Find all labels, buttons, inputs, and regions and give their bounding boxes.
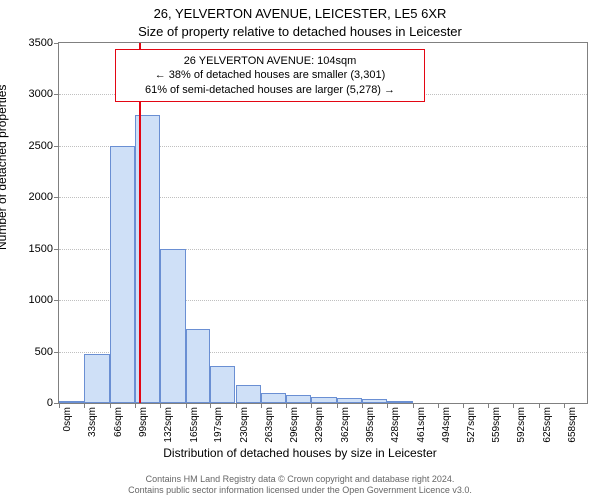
x-tick: 527sqm [466, 407, 477, 443]
y-tick-mark [54, 352, 59, 353]
x-tick-mark [513, 403, 514, 408]
x-tick: 362sqm [340, 407, 351, 443]
x-tick-mark [311, 403, 312, 408]
x-tick: 395sqm [365, 407, 376, 443]
y-tick: 1500 [29, 243, 53, 255]
x-tick: 263sqm [264, 407, 275, 443]
y-tick: 2500 [29, 140, 53, 152]
x-tick-mark [160, 403, 161, 408]
y-tick-mark [54, 43, 59, 44]
x-tick-mark [135, 403, 136, 408]
x-tick: 625sqm [542, 407, 553, 443]
x-tick-mark [337, 403, 338, 408]
x-tick: 99sqm [138, 407, 149, 437]
x-tick-mark [438, 403, 439, 408]
histogram-bar [236, 385, 261, 404]
plot-area: 05001000150020002500300035000sqm33sqm66s… [58, 42, 588, 404]
x-tick: 296sqm [289, 407, 300, 443]
x-tick-mark [463, 403, 464, 408]
page-title: 26, YELVERTON AVENUE, LEICESTER, LE5 6XR [0, 6, 600, 21]
y-tick-mark [54, 146, 59, 147]
x-tick: 559sqm [491, 407, 502, 443]
x-tick-mark [186, 403, 187, 408]
x-axis-label: Distribution of detached houses by size … [0, 446, 600, 460]
x-tick-mark [261, 403, 262, 408]
histogram-bar [311, 397, 336, 403]
info-box: 26 YELVERTON AVENUE: 104sqm ← 38% of det… [115, 49, 425, 102]
x-tick: 197sqm [213, 407, 224, 443]
x-tick-mark [387, 403, 388, 408]
x-tick: 494sqm [441, 407, 452, 443]
info-line-2: ← 38% of detached houses are smaller (3,… [122, 68, 418, 82]
page-subtitle: Size of property relative to detached ho… [0, 24, 600, 39]
histogram-bar [261, 393, 286, 403]
x-tick-mark [362, 403, 363, 408]
y-tick-mark [54, 300, 59, 301]
histogram-bar [337, 398, 362, 403]
x-tick: 0sqm [62, 407, 73, 431]
x-tick: 658sqm [567, 407, 578, 443]
histogram-bar [110, 146, 135, 403]
x-tick: 165sqm [189, 407, 200, 443]
y-tick-mark [54, 197, 59, 198]
x-tick: 329sqm [314, 407, 325, 443]
histogram-bar [186, 329, 211, 403]
y-tick-mark [54, 94, 59, 95]
x-tick-mark [236, 403, 237, 408]
x-tick-mark [286, 403, 287, 408]
x-tick: 428sqm [390, 407, 401, 443]
x-tick-mark [413, 403, 414, 408]
footer: Contains HM Land Registry data © Crown c… [0, 474, 600, 496]
y-tick-mark [54, 249, 59, 250]
x-tick-mark [210, 403, 211, 408]
info-line-3: 61% of semi-detached houses are larger (… [122, 83, 418, 97]
footer-line-1: Contains HM Land Registry data © Crown c… [0, 474, 600, 485]
y-axis-label: Number of detached properties [0, 85, 9, 250]
x-tick-mark [59, 403, 60, 408]
histogram-bar [387, 401, 412, 403]
x-tick: 230sqm [239, 407, 250, 443]
y-tick: 2000 [29, 191, 53, 203]
y-tick: 3000 [29, 88, 53, 100]
footer-line-2: Contains public sector information licen… [0, 485, 600, 496]
histogram-bar [210, 366, 235, 403]
chart-root: 26, YELVERTON AVENUE, LEICESTER, LE5 6XR… [0, 0, 600, 500]
x-tick-mark [84, 403, 85, 408]
x-tick: 461sqm [416, 407, 427, 443]
y-tick: 500 [35, 346, 53, 358]
histogram-bar [59, 401, 84, 403]
x-tick: 132sqm [163, 407, 174, 443]
x-tick: 66sqm [113, 407, 124, 437]
x-tick-mark [539, 403, 540, 408]
histogram-bar [286, 395, 311, 403]
x-tick-mark [110, 403, 111, 408]
x-tick-mark [488, 403, 489, 408]
histogram-bar [160, 249, 185, 403]
x-tick: 592sqm [516, 407, 527, 443]
x-tick-mark [564, 403, 565, 408]
histogram-bar [84, 354, 109, 403]
y-tick: 1000 [29, 294, 53, 306]
y-tick: 0 [47, 397, 53, 409]
histogram-bar [362, 399, 387, 403]
info-line-1: 26 YELVERTON AVENUE: 104sqm [122, 54, 418, 68]
x-tick: 33sqm [87, 407, 98, 437]
y-tick: 3500 [29, 37, 53, 49]
